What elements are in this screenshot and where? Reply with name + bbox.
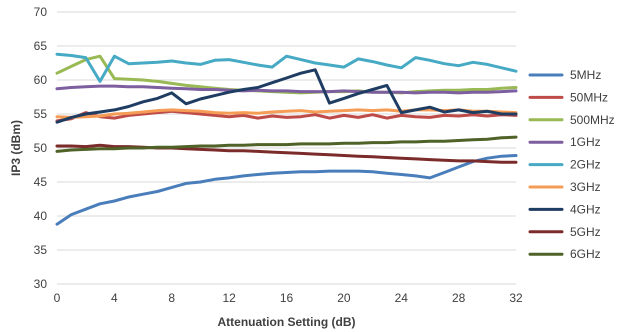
y-tick-label: 50 xyxy=(34,141,48,155)
x-tick-label: 16 xyxy=(280,291,294,305)
series-line-5mhz xyxy=(55,154,518,226)
series-line-2ghz xyxy=(55,52,518,83)
legend-label: 2GHz xyxy=(570,158,601,172)
series-line-6ghz xyxy=(55,135,518,153)
series-lines xyxy=(55,52,518,226)
legend-label: 1GHz xyxy=(570,135,601,149)
x-tick-label: 32 xyxy=(509,291,523,305)
x-tick-label: 8 xyxy=(168,291,175,305)
series-line-4ghz xyxy=(55,68,518,124)
y-tick-label: 45 xyxy=(34,175,48,189)
legend-item-6ghz: 6GHz xyxy=(528,247,601,261)
x-tick-label: 0 xyxy=(54,291,61,305)
legend: 5MHz 50MHz 500MHz 1GHz 2GHz 3GHz 4GHz 5GHz 6GHz xyxy=(528,68,615,261)
legend-label: 5GHz xyxy=(570,225,601,239)
legend-label: 6GHz xyxy=(570,247,601,261)
legend-label: 50MHz xyxy=(570,90,608,104)
y-tick-label: 30 xyxy=(34,277,48,291)
y-tick-label: 35 xyxy=(34,243,48,257)
series-line-50mhz xyxy=(55,109,518,123)
legend-label: 500MHz xyxy=(570,113,615,127)
y-tick-label: 55 xyxy=(34,107,48,121)
y-tick-label: 70 xyxy=(34,5,48,19)
x-tick-label: 20 xyxy=(337,291,351,305)
legend-item-3ghz: 3GHz xyxy=(528,180,601,194)
axes: 30 35 40 45 50 55 60 65 70 0 4 8 12 16 20 24 28 32 xyxy=(34,5,523,305)
x-tick-label: 24 xyxy=(395,291,409,305)
legend-item-5mhz: 5MHz xyxy=(528,68,601,82)
legend-label: 3GHz xyxy=(570,180,601,194)
legend-item-5ghz: 5GHz xyxy=(528,225,601,239)
legend-item-4ghz: 4GHz xyxy=(528,202,601,216)
legend-item-500mhz: 500MHz xyxy=(528,113,615,127)
x-tick-label: 12 xyxy=(222,291,236,305)
x-tick-label: 28 xyxy=(452,291,466,305)
legend-label: 4GHz xyxy=(570,202,601,216)
x-axis-title: Attenuation Setting (dB) xyxy=(218,315,356,329)
y-axis-title: IP3 (dBm) xyxy=(9,120,23,176)
series-line-1ghz xyxy=(55,84,518,95)
y-tick-label: 65 xyxy=(34,39,48,53)
legend-label: 5MHz xyxy=(570,68,601,82)
y-tick-label: 60 xyxy=(34,73,48,87)
x-tick-label: 4 xyxy=(111,291,118,305)
legend-item-1ghz: 1GHz xyxy=(528,135,601,149)
y-tick-label: 40 xyxy=(34,209,48,223)
legend-item-50mhz: 50MHz xyxy=(528,90,608,104)
legend-item-2ghz: 2GHz xyxy=(528,158,601,172)
